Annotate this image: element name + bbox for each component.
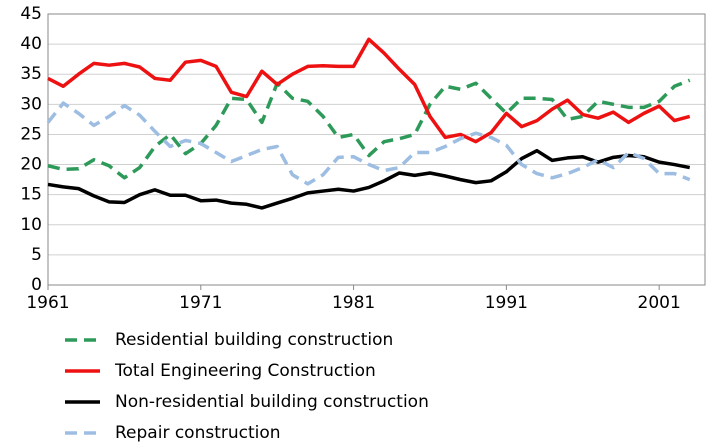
x-tick-label: 1991 <box>485 293 528 313</box>
y-tick-label: 15 <box>20 185 42 205</box>
x-tick-label: 1961 <box>26 293 69 313</box>
y-tick-label: 35 <box>20 64 42 84</box>
y-tick-label: 25 <box>20 124 42 144</box>
legend-label: Residential building construction <box>115 330 393 350</box>
series-line <box>47 148 691 210</box>
x-tick-label: 1981 <box>332 293 375 313</box>
legend-label: Total Engineering Construction <box>114 361 376 381</box>
x-tick-label: 1971 <box>179 293 222 313</box>
y-tick-label: 10 <box>20 215 42 235</box>
series-line <box>46 101 691 186</box>
y-tick-label: 0 <box>31 275 42 295</box>
y-tick-label: 20 <box>20 155 42 175</box>
legend-label: Repair construction <box>115 423 281 443</box>
y-tick-label: 5 <box>31 245 42 265</box>
legend-label: Non-residential building construction <box>115 392 429 412</box>
y-tick-label: 30 <box>20 94 42 114</box>
plot-frame <box>47 13 706 286</box>
x-tick-label: 2001 <box>638 293 681 313</box>
series-line <box>47 37 691 144</box>
y-tick-label: 45 <box>20 4 42 24</box>
series-line <box>47 78 691 180</box>
y-tick-label: 40 <box>20 34 42 54</box>
